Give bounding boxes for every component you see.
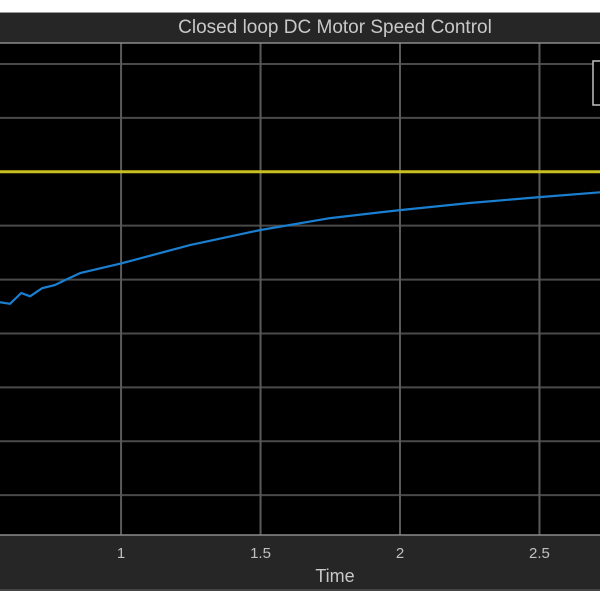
plot-background [0, 43, 600, 535]
x-tick-label: 1.5 [250, 545, 271, 562]
x-axis-label: Time [315, 566, 355, 586]
x-tick-label: 2.5 [529, 545, 550, 562]
x-tick-label: 2 [396, 545, 404, 562]
title-bar: Closed loop DC Motor Speed Control [0, 12, 600, 43]
chart-title: Closed loop DC Motor Speed Control [178, 17, 492, 38]
x-axis-bar: Time [0, 535, 600, 591]
legend-box[interactable] [592, 60, 600, 106]
x-tick-label: 1 [117, 545, 125, 562]
series-line-2 [0, 191, 600, 305]
